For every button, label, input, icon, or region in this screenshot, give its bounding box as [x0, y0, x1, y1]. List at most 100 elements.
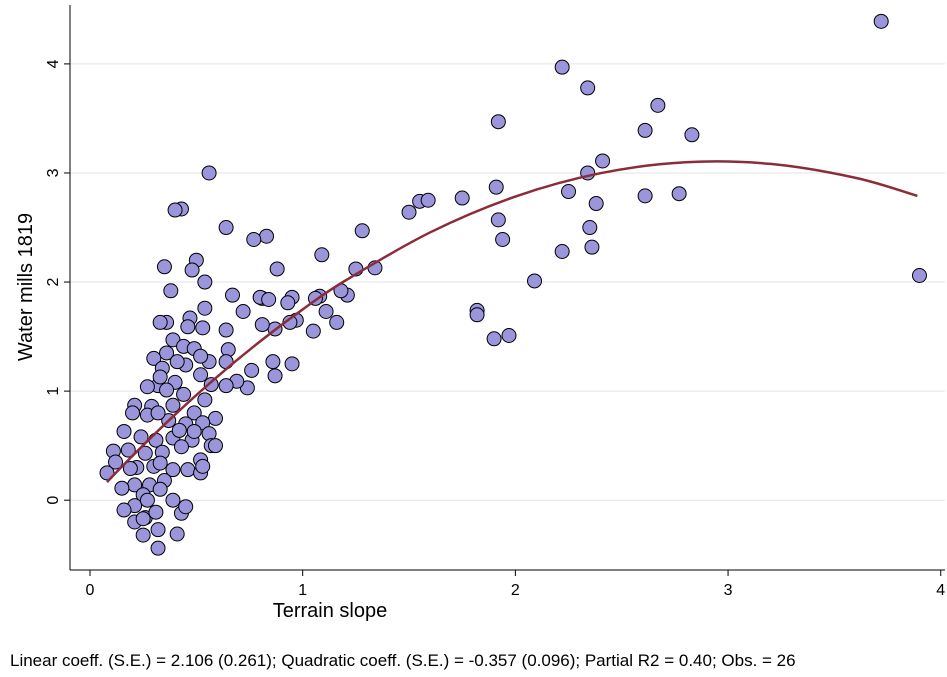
point: [246, 232, 262, 248]
point: [254, 317, 270, 333]
y-tick-label: 1: [45, 387, 62, 396]
point: [486, 331, 502, 347]
point: [305, 323, 321, 339]
point: [165, 462, 181, 478]
y-axis-title: Water mills 1819: [15, 213, 37, 361]
x-axis-title: Terrain slope: [273, 600, 388, 622]
point: [186, 423, 202, 439]
point: [152, 455, 168, 471]
y-tick-label: 0: [45, 496, 62, 505]
point: [152, 481, 168, 497]
point: [195, 458, 211, 474]
point: [244, 362, 260, 378]
point: [152, 314, 168, 330]
point: [561, 184, 577, 200]
point: [207, 410, 223, 426]
point: [133, 429, 149, 445]
point: [224, 287, 240, 303]
point: [267, 368, 283, 384]
point: [554, 244, 570, 260]
point: [99, 465, 115, 481]
point: [156, 259, 172, 275]
point: [116, 423, 132, 439]
point: [159, 345, 175, 361]
point: [114, 480, 130, 496]
point: [108, 454, 124, 470]
point: [637, 188, 653, 204]
point: [637, 122, 653, 138]
note: Linear coeff. (S.E.) = 2.106 (0.261); Qu…: [10, 651, 796, 670]
point: [201, 165, 217, 181]
point: [318, 303, 334, 319]
point: [684, 127, 700, 143]
point: [169, 526, 185, 542]
point: [218, 378, 234, 394]
point: [184, 262, 200, 278]
point: [193, 367, 209, 383]
point: [197, 274, 213, 290]
point: [501, 327, 517, 343]
point: [495, 232, 511, 248]
point: [150, 405, 166, 421]
point: [180, 462, 196, 478]
point: [125, 405, 141, 421]
point: [527, 273, 543, 289]
point: [120, 442, 136, 458]
x-tick-label: 4: [936, 582, 945, 599]
point: [218, 322, 234, 338]
point: [137, 445, 153, 461]
point: [488, 179, 504, 195]
x-tick-label: 0: [86, 582, 95, 599]
point: [584, 239, 600, 255]
point: [235, 303, 251, 319]
point: [150, 540, 166, 556]
point: [265, 354, 281, 370]
point: [284, 356, 300, 372]
point: [259, 228, 275, 244]
point: [873, 13, 889, 29]
point: [490, 212, 506, 228]
point: [354, 223, 370, 239]
point: [178, 499, 194, 515]
y-tick-label: 2: [45, 277, 62, 286]
point: [135, 511, 151, 527]
y-tick-label: 4: [45, 59, 62, 68]
point: [146, 350, 162, 366]
point: [173, 439, 189, 455]
point: [193, 348, 209, 364]
point: [197, 300, 213, 316]
point: [329, 314, 345, 330]
point: [135, 527, 151, 543]
point: [911, 268, 927, 284]
point: [420, 192, 436, 208]
x-tick-label: 3: [724, 582, 733, 599]
point: [163, 283, 179, 299]
point: [122, 461, 138, 477]
point: [167, 202, 183, 218]
point: [195, 320, 211, 336]
point: [139, 379, 155, 395]
point: [595, 153, 611, 169]
point: [116, 502, 132, 518]
point: [176, 386, 192, 402]
point: [159, 382, 175, 398]
point: [269, 261, 285, 277]
point: [454, 190, 470, 206]
point: [490, 114, 506, 130]
point: [169, 354, 185, 370]
point: [650, 97, 666, 113]
point: [152, 369, 168, 385]
point: [582, 220, 598, 236]
point: [469, 307, 485, 323]
point: [197, 392, 213, 408]
point: [580, 80, 596, 96]
x-tick-label: 2: [511, 582, 520, 599]
point: [165, 397, 181, 413]
point: [139, 492, 155, 508]
point: [150, 522, 166, 538]
y-tick-label: 3: [45, 168, 62, 177]
point: [554, 59, 570, 75]
point: [280, 295, 296, 311]
point: [171, 422, 187, 438]
